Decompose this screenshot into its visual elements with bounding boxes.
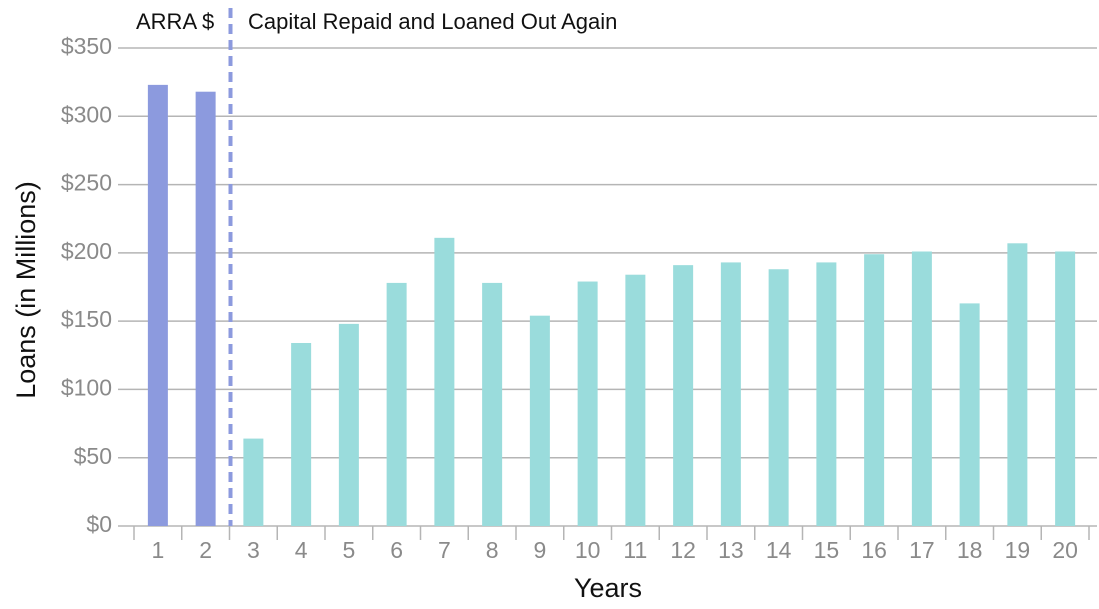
x-tick-label: 4: [295, 537, 308, 563]
bar: [243, 438, 264, 526]
x-tick-label: 6: [390, 537, 403, 563]
x-tick-label: 8: [486, 537, 499, 563]
bar: [768, 269, 789, 526]
bar: [147, 84, 168, 527]
x-tick-label: 18: [957, 537, 983, 563]
x-tick-label: 9: [533, 537, 546, 563]
y-tick-label: $100: [61, 375, 112, 401]
bar: [1007, 243, 1028, 526]
x-tick-label: 5: [342, 537, 355, 563]
bar: [720, 262, 741, 526]
x-tick-label: 1: [151, 537, 164, 563]
y-tick-label: $50: [74, 443, 112, 469]
x-tick-label: 3: [247, 537, 260, 563]
x-tick-label: 20: [1052, 537, 1078, 563]
x-tick-label: 13: [718, 537, 744, 563]
bar: [386, 282, 407, 526]
x-tick-label: 15: [814, 537, 840, 563]
bar: [338, 323, 359, 526]
y-tick-label: $300: [61, 101, 112, 127]
bar: [673, 265, 694, 526]
y-tick-label: $150: [61, 306, 112, 332]
y-tick-label: $250: [61, 170, 112, 196]
bar: [864, 254, 885, 527]
x-tick-label: 19: [1005, 537, 1031, 563]
x-tick-label: 14: [766, 537, 792, 563]
bar: [816, 262, 837, 526]
y-tick-label: $200: [61, 238, 112, 264]
y-tick-label: $350: [61, 33, 112, 59]
y-axis-title: Loans (in Millions): [11, 181, 41, 399]
x-tick-label: 11: [623, 537, 647, 563]
x-tick-label: 17: [909, 537, 935, 563]
bar: [625, 274, 646, 526]
bar: [195, 91, 216, 527]
bar: [434, 237, 455, 526]
x-tick-label: 16: [861, 537, 887, 563]
bar: [959, 303, 980, 526]
bar: [529, 315, 550, 526]
bar: [1055, 251, 1076, 526]
bar: [291, 342, 312, 526]
bar: [482, 282, 503, 526]
y-tick-label: $0: [86, 511, 112, 537]
x-tick-label: 12: [670, 537, 696, 563]
annotation: ARRA $: [136, 9, 214, 34]
annotation: Capital Repaid and Loaned Out Again: [248, 9, 617, 34]
x-tick-label: 10: [575, 537, 601, 563]
x-axis-title: Years: [574, 573, 642, 603]
bar: [911, 251, 932, 526]
x-tick-label: 7: [438, 537, 451, 563]
x-tick-label: 2: [199, 537, 212, 563]
bar: [577, 281, 598, 526]
